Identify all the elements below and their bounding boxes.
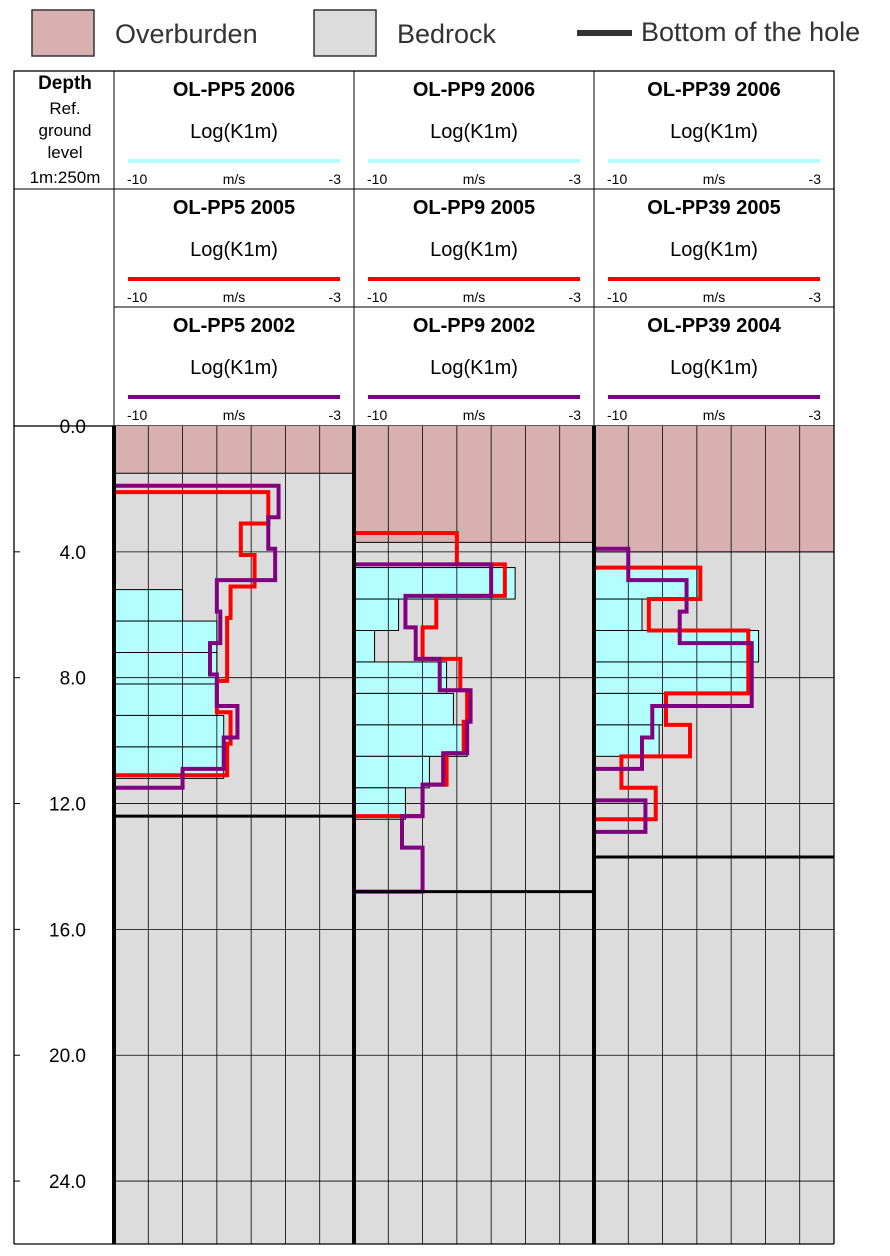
header-axis-max: -3 (329, 171, 342, 187)
header-axis-unit: m/s (463, 289, 486, 305)
y-tick-label: 8.0 (60, 669, 86, 690)
legend-overburden-swatch (31, 9, 95, 57)
legend-bottom-label: Bottom of the hole (641, 17, 860, 47)
header-title: OL-PP9 2006 (413, 79, 535, 101)
header-param: Log(K1m) (670, 121, 758, 143)
header-axis-max: -3 (569, 171, 582, 187)
overburden-zone (354, 426, 594, 543)
header-axis-max: -3 (569, 407, 582, 423)
y-tick-label: 0.0 (60, 417, 86, 438)
header-axis-max: -3 (809, 289, 822, 305)
header-param: Log(K1m) (430, 121, 518, 143)
header-param: Log(K1m) (670, 357, 758, 379)
depth-header-title: Depth (38, 73, 92, 94)
flow-step-2005 (114, 490, 271, 778)
y-tick-label: 4.0 (60, 543, 86, 564)
flow-bar-2006 (353, 755, 430, 789)
header-cells: OL-PP5 2006 Log(K1m) -10 m/s -3 OL-PP5 2005 Lo… (127, 79, 821, 423)
header-axis-min: -10 (127, 171, 147, 187)
depth-header-line3: ground (39, 121, 92, 140)
flow-bar-2006 (593, 598, 643, 631)
header-axis-unit: m/s (223, 289, 246, 305)
header-axis-min: -10 (367, 171, 387, 187)
plot-area: 0.0 4.0 8.0 12.0 16.0 20.0 24.0 (13, 417, 835, 1245)
header-param: Log(K1m) (190, 239, 278, 261)
header-axis-max: -3 (809, 407, 822, 423)
depth-header-line4: level (48, 143, 83, 162)
flow-bar-2006 (113, 620, 218, 654)
flow-bar-2006 (113, 683, 218, 716)
header-param: Log(K1m) (190, 121, 278, 143)
header-title: OL-PP5 2002 (173, 315, 295, 337)
flow-bar-2006 (593, 630, 760, 663)
flow-step-2005 (594, 565, 751, 822)
overburden-zone (594, 426, 834, 552)
borehole-column (592, 426, 835, 1244)
legend-bedrock-swatch (313, 9, 377, 57)
header-title: OL-PP5 2006 (173, 79, 295, 101)
y-tick-label: 16.0 (49, 920, 86, 941)
header-axis-unit: m/s (703, 289, 726, 305)
flow-bar-2006 (353, 567, 516, 600)
legend-overburden-label: Overburden (115, 19, 258, 49)
header-title: OL-PP39 2006 (647, 79, 780, 101)
header-axis-max: -3 (329, 407, 342, 423)
flow-bar-2006 (593, 724, 660, 757)
y-tick-label: 12.0 (49, 795, 86, 816)
header-axis-unit: m/s (703, 171, 726, 187)
bedrock-zone (114, 473, 354, 1244)
header-axis-unit: m/s (463, 407, 486, 423)
header-axis-max: -3 (329, 289, 342, 305)
header-axis-min: -10 (607, 171, 627, 187)
flow-step-2002 (352, 526, 494, 894)
borehole-column (112, 426, 355, 1244)
header-axis-min: -10 (127, 289, 147, 305)
header-param: Log(K1m) (670, 239, 758, 261)
legend: Overburden Bedrock Bottom of the hole (31, 9, 860, 57)
flow-bar-2006 (593, 567, 698, 600)
depth-header-line2: Ref. (49, 99, 80, 118)
overburden-zone (114, 426, 354, 474)
header-axis-unit: m/s (463, 171, 486, 187)
header-axis-unit: m/s (223, 407, 246, 423)
y-tick-label: 20.0 (49, 1046, 86, 1067)
header-axis-unit: m/s (223, 171, 246, 187)
flow-step-2002 (112, 460, 281, 820)
legend-bedrock-label: Bedrock (397, 19, 497, 49)
header-title: OL-PP39 2005 (647, 197, 780, 219)
flow-bar-2006 (353, 598, 400, 631)
borehole-column (352, 426, 595, 1244)
depth-header-scale: 1m:250m (30, 168, 101, 187)
header-title: OL-PP5 2005 (173, 197, 295, 219)
header-axis-unit: m/s (703, 407, 726, 423)
header-axis-min: -10 (607, 289, 627, 305)
flow-bar-2006 (353, 692, 454, 726)
header-axis-min: -10 (367, 289, 387, 305)
header-axis-max: -3 (569, 289, 582, 305)
header-param: Log(K1m) (190, 357, 278, 379)
header-title: OL-PP9 2005 (413, 197, 535, 219)
header-axis-min: -10 (607, 407, 627, 423)
flow-step-2002 (592, 514, 754, 858)
header-axis-max: -3 (809, 171, 822, 187)
flow-bar-2006 (113, 652, 218, 685)
header-axis-min: -10 (127, 407, 147, 423)
flow-bar-2006 (353, 630, 376, 663)
y-tick-label: 24.0 (49, 1172, 86, 1193)
header-param: Log(K1m) (430, 239, 518, 261)
header-param: Log(K1m) (430, 357, 518, 379)
header-title: OL-PP39 2004 (647, 315, 781, 337)
flow-bar-2006 (113, 746, 225, 779)
flow-bar-2006 (113, 714, 225, 748)
header-axis-min: -10 (367, 407, 387, 423)
header-table: Depth Ref. ground level 1m:250m OL-PP5 2… (13, 70, 835, 427)
header-title: OL-PP9 2002 (413, 315, 535, 337)
